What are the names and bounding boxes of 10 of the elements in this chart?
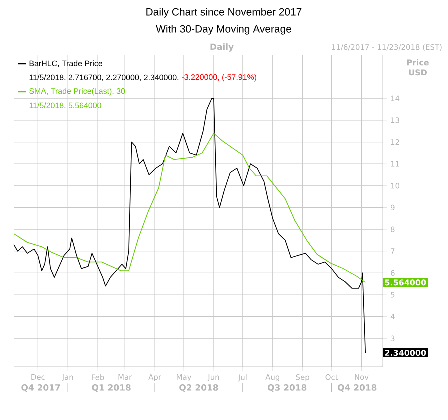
text: Q4 2017 — [22, 384, 60, 392]
text: Q1 2018 — [92, 384, 131, 392]
line-series — [14, 133, 366, 284]
line-series — [14, 98, 366, 354]
chart-subtitle: With 30-Day Moving Average — [156, 25, 292, 35]
text: Daily — [210, 44, 234, 52]
text: Q4 2018 — [338, 384, 377, 392]
text: Q2 2018 — [180, 384, 218, 392]
text: Q3 2018 — [268, 384, 307, 392]
chart-title: Daily Chart since November 2017 — [146, 8, 302, 18]
